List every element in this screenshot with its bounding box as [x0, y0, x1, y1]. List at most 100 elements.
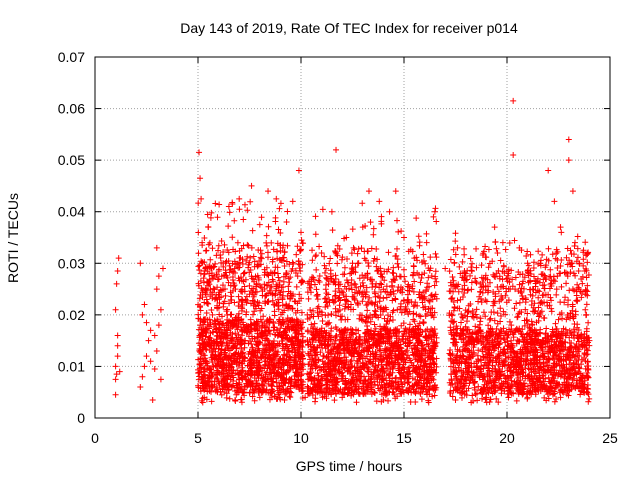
data-point: [292, 309, 299, 316]
data-point: [350, 244, 357, 251]
data-point: [318, 249, 325, 256]
data-point: [293, 283, 300, 290]
data-point: [322, 286, 329, 293]
data-point: [295, 167, 302, 174]
data-point: [432, 250, 439, 257]
data-point: [116, 368, 123, 375]
data-point: [201, 271, 208, 278]
data-point: [195, 263, 202, 270]
data-point: [472, 391, 479, 398]
data-point: [228, 293, 235, 300]
data-point: [197, 362, 204, 369]
data-point: [229, 274, 236, 281]
data-point: [198, 350, 205, 357]
data-point: [410, 262, 417, 269]
data-point: [291, 349, 298, 356]
data-point: [236, 359, 243, 366]
data-point: [257, 307, 264, 314]
data-point: [586, 395, 593, 402]
data-point: [486, 316, 493, 323]
data-point: [247, 198, 254, 205]
data-point: [280, 379, 287, 386]
data-point: [206, 278, 213, 285]
data-point: [208, 354, 215, 361]
data-point: [402, 278, 409, 285]
data-point: [281, 307, 288, 314]
data-point: [196, 295, 203, 302]
data-point: [203, 247, 210, 254]
data-point: [266, 351, 273, 358]
data-point: [208, 398, 215, 405]
data-point: [112, 376, 119, 383]
data-point: [264, 299, 271, 306]
data-point: [217, 351, 224, 358]
data-point: [215, 321, 222, 328]
data-point: [333, 326, 340, 333]
data-point: [277, 229, 284, 236]
data-point: [217, 326, 224, 333]
data-point: [289, 198, 296, 205]
data-point: [221, 241, 228, 248]
data-point: [234, 326, 241, 333]
data-point: [245, 350, 252, 357]
data-point: [354, 250, 361, 257]
data-point: [259, 352, 266, 359]
data-point: [199, 395, 206, 402]
data-point: [198, 195, 205, 202]
data-point: [215, 247, 222, 254]
data-point: [249, 311, 256, 318]
data-point: [224, 380, 231, 387]
data-point: [275, 281, 282, 288]
data-point: [204, 211, 211, 218]
data-point: [400, 320, 407, 327]
data-point: [239, 260, 246, 267]
data-point: [210, 345, 217, 352]
data-point: [312, 213, 319, 220]
data-point: [252, 289, 259, 296]
data-point: [535, 248, 542, 255]
data-point: [216, 370, 223, 377]
data-point: [380, 295, 387, 302]
data-point: [149, 396, 156, 403]
data-point: [505, 394, 512, 401]
data-point: [524, 395, 531, 402]
data-point: [263, 242, 270, 249]
data-point: [270, 375, 277, 382]
data-point: [423, 230, 430, 237]
data-point: [392, 375, 399, 382]
data-point: [195, 250, 202, 257]
data-point: [338, 256, 345, 263]
data-point: [415, 233, 422, 240]
data-point: [343, 293, 350, 300]
data-point: [281, 396, 288, 403]
data-point: [327, 255, 334, 262]
data-point: [459, 258, 466, 265]
data-point: [296, 384, 303, 391]
data-point: [216, 300, 223, 307]
data-point: [209, 289, 216, 296]
data-point: [251, 324, 258, 331]
data-point: [197, 292, 204, 299]
data-point: [257, 254, 264, 261]
data-point: [312, 231, 319, 238]
data-point: [226, 395, 233, 402]
data-point: [235, 293, 242, 300]
data-point: [279, 377, 286, 384]
data-point: [499, 239, 506, 246]
data-point: [260, 378, 267, 385]
data-point: [277, 242, 284, 249]
data-point: [203, 346, 210, 353]
data-point: [285, 303, 292, 310]
data-point: [428, 291, 435, 298]
data-point: [232, 358, 239, 365]
data-point: [238, 332, 245, 339]
data-point: [202, 328, 209, 335]
data-point: [263, 264, 270, 271]
data-point: [225, 257, 232, 264]
data-point: [275, 274, 282, 281]
data-point: [114, 342, 121, 349]
data-point: [365, 263, 372, 270]
data-point: [227, 337, 234, 344]
data-point: [223, 339, 230, 346]
